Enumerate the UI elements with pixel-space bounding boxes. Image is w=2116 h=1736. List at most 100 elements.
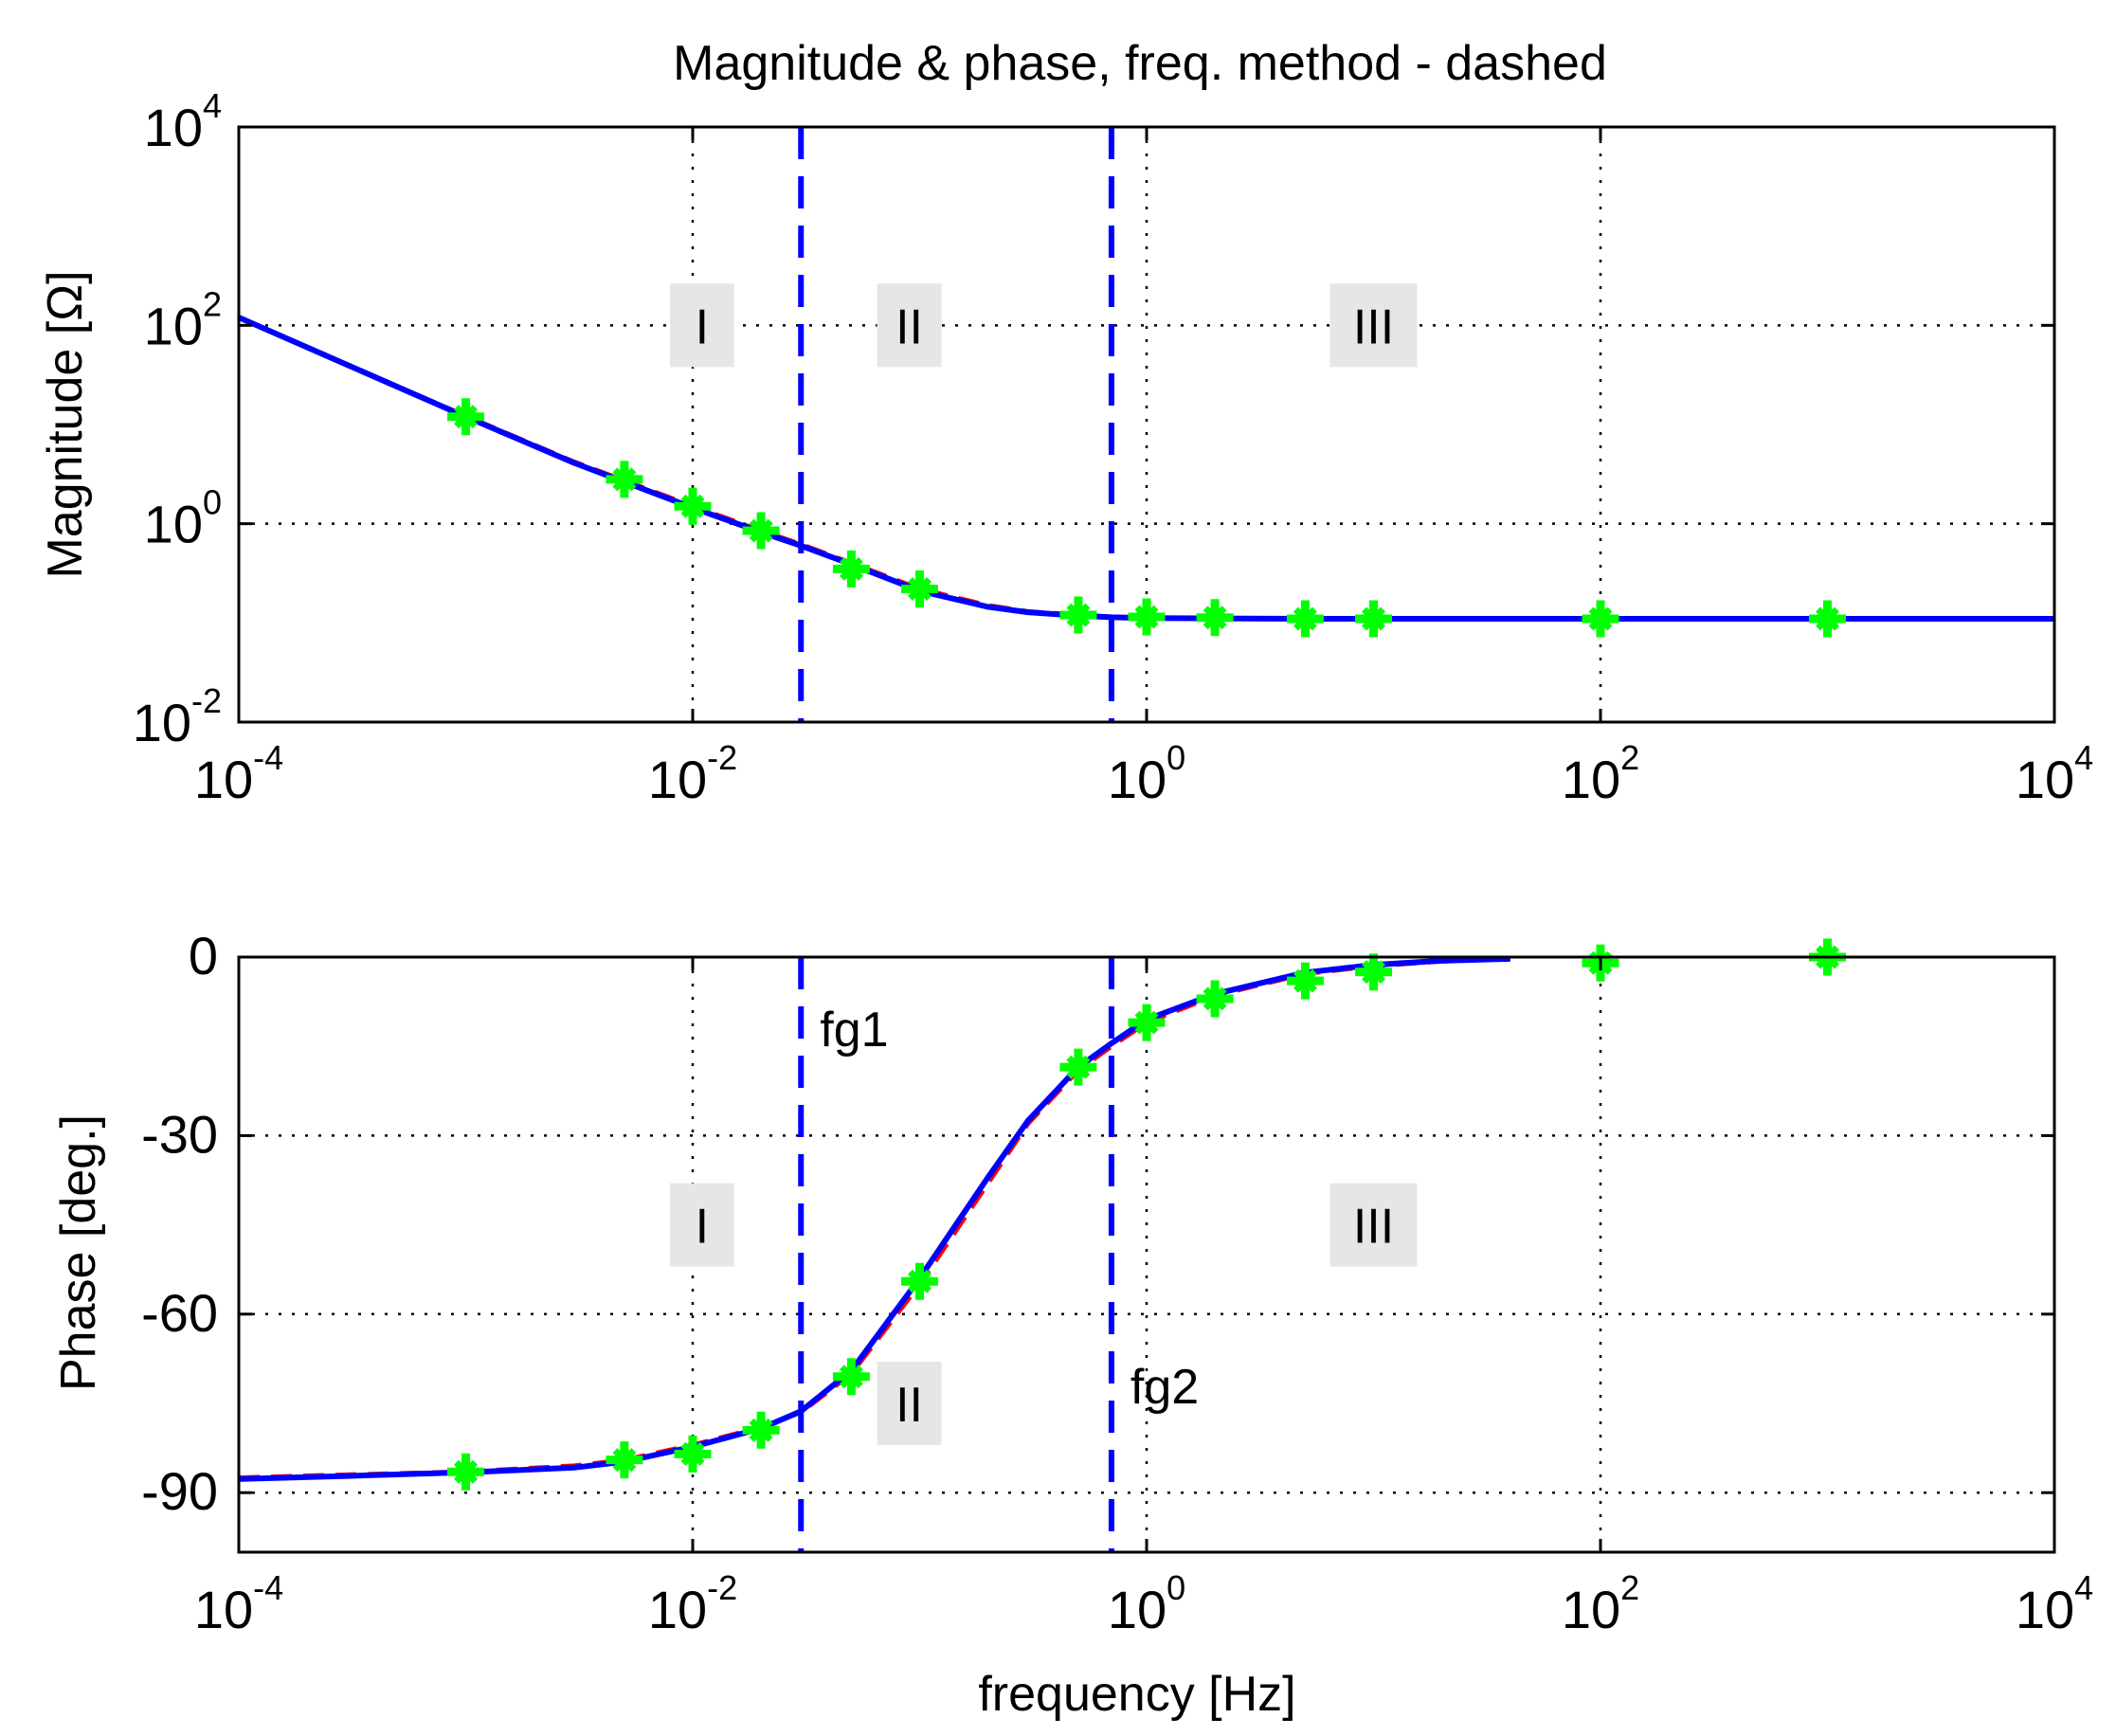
data-marker (447, 398, 484, 436)
data-marker (1196, 980, 1234, 1018)
x-tick-exponent: 4 (2074, 1568, 2093, 1607)
data-marker (1059, 596, 1097, 634)
x-tick-label: 104 (2016, 738, 2093, 809)
region-label: I (696, 299, 709, 354)
region-label: III (1353, 299, 1394, 354)
region-label-box (1329, 283, 1418, 368)
x-tick-base: 10 (2016, 750, 2074, 809)
y-tick-label: 0 (189, 926, 218, 986)
x-tick-exponent: -4 (253, 738, 283, 777)
phase-y-axis-label: Phase [deg.] (51, 1114, 106, 1391)
data-marker (742, 1411, 780, 1449)
x-tick-label: 100 (1108, 1568, 1185, 1639)
y-tick-label: 10-2 (133, 681, 222, 752)
cutoff-label-fg2: fg2 (1130, 1360, 1199, 1415)
data-marker (1128, 598, 1166, 636)
figure-title: Magnitude & phase, freq. method - dashed (673, 36, 1607, 91)
data-marker (1196, 599, 1234, 637)
region-label-box (669, 1183, 734, 1267)
region-label-box (1329, 1183, 1418, 1267)
x-tick-base: 10 (1108, 1580, 1167, 1639)
data-marker (1286, 600, 1324, 638)
x-tick-base: 10 (648, 1580, 707, 1639)
x-tick-base: 10 (1562, 750, 1620, 809)
data-marker (901, 570, 938, 607)
x-tick-exponent: -4 (253, 1568, 283, 1607)
y-tick-exponent: -2 (191, 681, 222, 720)
x-tick-base: 10 (648, 750, 707, 809)
series-line-time-method (238, 955, 1510, 1482)
x-tick-exponent: 2 (1620, 738, 1639, 777)
cutoff-label-fg1: fg1 (820, 1003, 888, 1058)
phase-ticks: 10-4 10-2 100 102 104-90-60-300 (141, 926, 2093, 1639)
data-marker (606, 1441, 643, 1479)
x-tick-base: 10 (194, 1580, 253, 1639)
region-label: II (895, 1378, 923, 1433)
series-line-frequency-method (238, 956, 1510, 1480)
magnitude-markers (447, 398, 1846, 638)
y-tick-exponent: 0 (203, 483, 222, 522)
y-tick-label: -90 (141, 1461, 218, 1521)
x-tick-label: 10-2 (648, 738, 737, 809)
x-tick-exponent: 4 (2074, 738, 2093, 777)
data-marker (1286, 962, 1324, 1000)
region-label-box (877, 1362, 942, 1445)
data-marker (1128, 1004, 1166, 1041)
y-tick-base: 10 (144, 495, 203, 554)
x-tick-label: 100 (1108, 738, 1185, 809)
x-tick-label: 102 (1562, 738, 1639, 809)
data-marker (674, 487, 712, 525)
y-tick-exponent: 4 (203, 86, 222, 125)
data-marker (1809, 600, 1846, 638)
phase-cutoff-lines: fg1 fg2 (798, 957, 1199, 1552)
region-label: III (1353, 1200, 1394, 1255)
data-marker (674, 1435, 712, 1473)
phase-x-axis-label: frequency [Hz] (978, 1667, 1295, 1722)
data-marker (901, 1262, 938, 1300)
x-tick-exponent: 2 (1620, 1568, 1639, 1607)
magnitude-cutoff-lines (798, 127, 1114, 722)
data-marker (606, 461, 643, 498)
phase-grid (239, 957, 2054, 1552)
x-tick-label: 102 (1562, 1568, 1639, 1639)
data-marker (447, 1453, 484, 1491)
data-marker (1355, 953, 1392, 991)
y-tick-label: 104 (144, 86, 222, 157)
y-tick-base: 10 (144, 296, 203, 355)
x-tick-exponent: 0 (1167, 1568, 1185, 1607)
data-marker (1059, 1048, 1097, 1086)
phase-markers (447, 938, 1846, 1491)
region-label: I (696, 1200, 709, 1255)
phase-series (238, 955, 1510, 1482)
x-tick-exponent: -2 (707, 1568, 737, 1607)
y-tick-label: 102 (144, 284, 222, 355)
data-marker (742, 512, 780, 550)
magnitude-grid (239, 127, 2054, 722)
x-tick-label: 104 (2016, 1568, 2093, 1639)
x-tick-exponent: -2 (707, 738, 737, 777)
region-label: II (895, 299, 923, 354)
region-label-box (669, 283, 734, 368)
region-label-box (877, 283, 942, 368)
magnitude-y-axis-label: Magnitude [Ω] (38, 270, 93, 578)
x-tick-base: 10 (1108, 750, 1167, 809)
data-marker (832, 1358, 870, 1396)
magnitude-regions: I II III (669, 283, 1418, 368)
x-tick-base: 10 (1562, 1580, 1620, 1639)
x-tick-label: 10-4 (194, 738, 283, 809)
x-tick-base: 10 (2016, 1580, 2074, 1639)
y-tick-label: -30 (141, 1104, 218, 1164)
y-tick-exponent: 2 (203, 284, 222, 323)
y-tick-label: -60 (141, 1283, 218, 1343)
x-tick-label: 10-4 (194, 1568, 283, 1639)
x-tick-exponent: 0 (1167, 738, 1185, 777)
x-tick-label: 10-2 (648, 1568, 737, 1639)
data-marker (1582, 600, 1619, 638)
y-tick-base: 10 (144, 98, 203, 157)
y-tick-label: 100 (144, 483, 222, 554)
